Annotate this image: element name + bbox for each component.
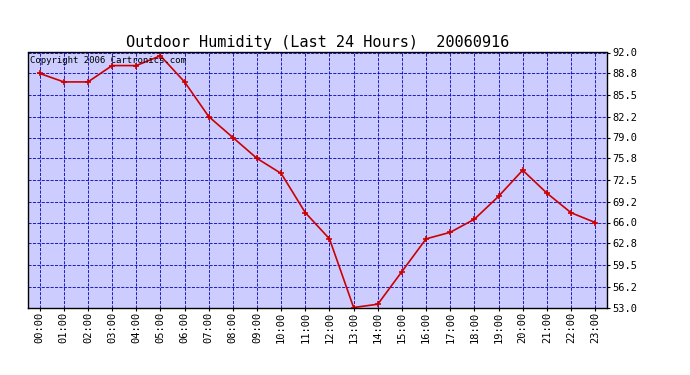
Text: Copyright 2006 Cartronics.com: Copyright 2006 Cartronics.com [30,56,186,65]
Title: Outdoor Humidity (Last 24 Hours)  20060916: Outdoor Humidity (Last 24 Hours) 2006091… [126,35,509,50]
